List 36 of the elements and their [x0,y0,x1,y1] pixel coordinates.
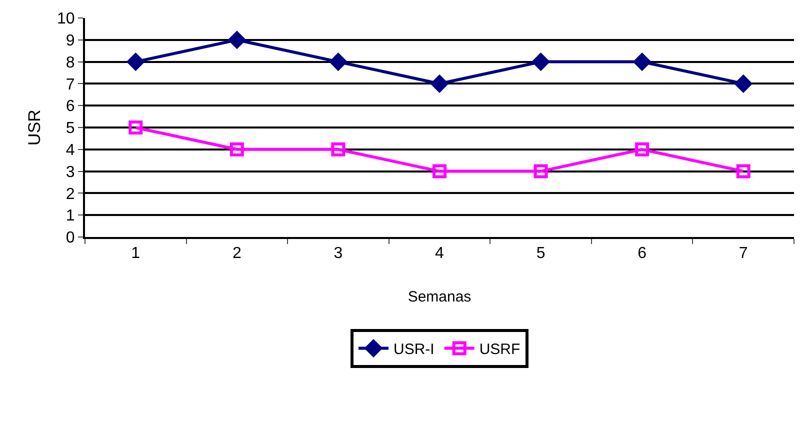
point [633,53,651,70]
point [432,164,446,178]
x-axis-title: Semanas [408,288,472,306]
y-tick-label: 7 [66,76,75,94]
point [230,142,244,156]
point [228,31,246,49]
point [126,53,144,70]
x-tick-label: 5 [536,245,546,262]
point [330,53,347,70]
y-tick-label: 5 [66,120,75,138]
x-tick-label: 1 [131,245,140,262]
point [331,142,346,156]
x-tick-label: 6 [638,245,647,262]
y-tick-label: 4 [66,142,75,159]
x-tick-label: 4 [435,245,444,262]
point [532,53,550,70]
legend-label: USRF [479,341,520,358]
point [534,164,548,178]
y-tick-label: 6 [66,98,75,116]
y-tick-label: 0 [66,230,75,247]
y-tick-label: 2 [66,186,75,203]
y-tick-label: 8 [66,54,75,72]
x-tick-label: 7 [738,245,748,262]
y-tick-label: 9 [66,32,75,50]
y-tick-label: 1 [66,208,75,225]
y-tick-label: 3 [66,164,75,181]
point [635,142,650,156]
legend-label: USR-I [394,341,434,358]
point [736,164,750,178]
point [128,120,143,134]
y-axis-title: USR [25,110,44,146]
y-tick-label: 10 [57,10,75,28]
point [430,75,448,92]
x-tick-label: 2 [232,245,242,262]
point [734,75,752,92]
x-tick-label: 3 [334,245,343,262]
